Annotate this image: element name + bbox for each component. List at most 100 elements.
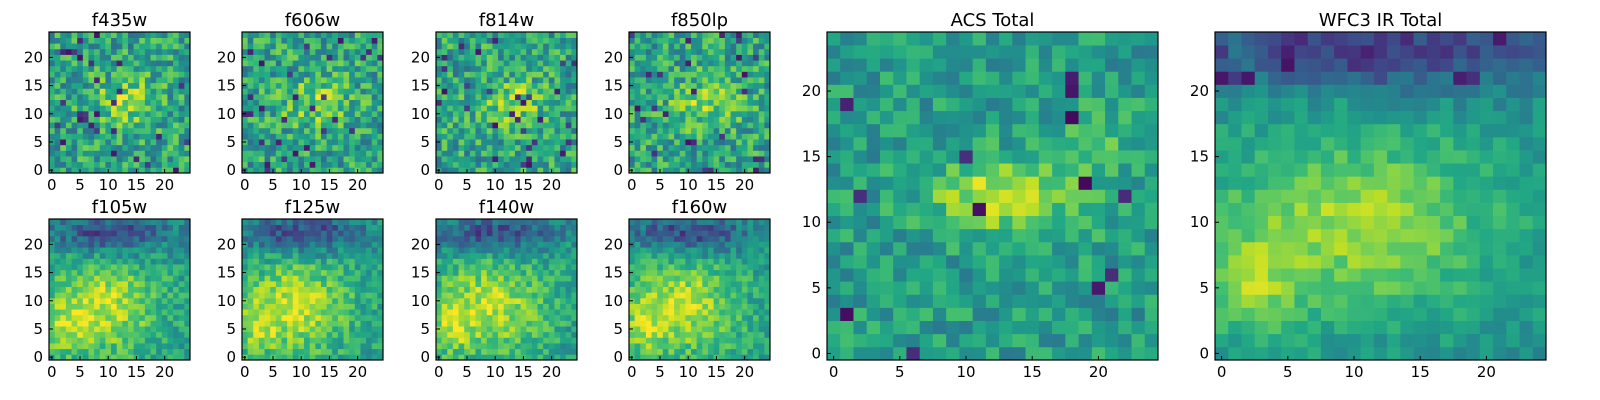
heatmap-cell xyxy=(315,247,322,254)
heatmap-cell xyxy=(349,281,356,288)
heatmap-cell xyxy=(741,77,748,84)
heatmap-cell xyxy=(441,127,448,134)
heatmap-cell xyxy=(436,88,442,95)
heatmap-cell xyxy=(332,235,339,242)
heatmap-cell xyxy=(343,133,350,140)
heatmap-cell xyxy=(315,281,322,288)
heatmap-cell xyxy=(161,348,168,355)
heatmap-cell xyxy=(99,241,106,248)
heatmap-cell xyxy=(178,156,185,163)
heatmap-cell xyxy=(156,320,163,327)
heatmap-cell xyxy=(514,161,521,168)
heatmap-cell xyxy=(481,343,488,350)
heatmap-cell xyxy=(447,354,454,361)
heatmap-cell xyxy=(320,65,327,72)
heatmap-cell xyxy=(315,88,322,95)
heatmap-cell xyxy=(531,139,538,146)
heatmap-cell xyxy=(343,235,350,242)
heatmap-cell xyxy=(475,281,482,288)
heatmap-cell xyxy=(184,65,191,72)
heatmap-cell xyxy=(105,337,112,344)
heatmap-cell xyxy=(531,156,538,163)
heatmap-cell xyxy=(640,331,647,338)
heatmap-cell xyxy=(127,105,134,112)
heatmap-cell xyxy=(543,105,550,112)
heatmap-cell xyxy=(360,161,367,168)
heatmap-cell xyxy=(264,314,271,321)
heatmap-cell xyxy=(475,326,482,333)
heatmap-cell xyxy=(77,77,84,84)
heatmap-cell xyxy=(764,105,771,112)
heatmap-cell xyxy=(702,32,709,38)
heatmap-cell xyxy=(71,77,78,84)
heatmap-cell xyxy=(242,309,248,316)
heatmap-cell xyxy=(509,77,516,84)
heatmap-cell xyxy=(481,320,488,327)
heatmap-cell xyxy=(105,224,112,231)
heatmap-cell xyxy=(531,54,538,61)
heatmap-cell xyxy=(253,264,260,271)
heatmap-cell xyxy=(668,331,675,338)
heatmap-cell xyxy=(258,224,265,231)
heatmap-cell xyxy=(315,354,322,361)
heatmap-cell xyxy=(167,281,174,288)
heatmap-cell xyxy=(554,71,561,78)
heatmap-cell xyxy=(343,88,350,95)
heatmap-cell xyxy=(49,337,55,344)
heatmap-cell xyxy=(264,275,271,282)
heatmap-cell xyxy=(645,354,652,361)
heatmap-cell xyxy=(343,309,350,316)
heatmap-cell xyxy=(354,320,361,327)
heatmap-cell xyxy=(554,99,561,106)
heatmap-cell xyxy=(565,105,572,112)
heatmap-cell xyxy=(167,139,174,146)
heatmap-cell xyxy=(713,161,720,168)
heatmap-cell xyxy=(640,139,647,146)
heatmap-cell xyxy=(514,235,521,242)
heatmap-cell xyxy=(178,275,185,282)
heatmap-cell xyxy=(560,309,567,316)
heatmap-cell xyxy=(275,337,282,344)
heatmap-cell xyxy=(71,337,78,344)
heatmap-cell xyxy=(447,161,454,168)
heatmap-cell xyxy=(270,139,277,146)
heatmap-cell xyxy=(634,99,641,106)
heatmap-cell xyxy=(184,297,191,304)
heatmap-cell xyxy=(640,54,647,61)
heatmap-cell xyxy=(60,224,67,231)
heatmap-cell xyxy=(543,71,550,78)
heatmap-cell xyxy=(629,150,635,157)
heatmap-cell xyxy=(287,264,294,271)
heatmap-cell xyxy=(139,275,146,282)
heatmap-cell xyxy=(173,354,180,361)
heatmap-cell xyxy=(747,105,754,112)
heatmap-cell xyxy=(94,235,101,242)
heatmap-cell xyxy=(724,105,731,112)
heatmap-cell xyxy=(509,230,516,237)
heatmap-cell xyxy=(634,275,641,282)
heatmap-cell xyxy=(270,43,277,50)
heatmap-cell xyxy=(82,161,89,168)
heatmap-cell xyxy=(281,275,288,282)
heatmap-cell xyxy=(253,348,260,355)
heatmap-cell xyxy=(565,167,572,174)
heatmap-cell xyxy=(629,37,635,44)
heatmap-cell xyxy=(503,144,510,151)
heatmap-cell xyxy=(741,309,748,316)
heatmap-cell xyxy=(526,337,533,344)
heatmap-cell xyxy=(270,314,277,321)
heatmap-cell xyxy=(309,252,316,259)
heatmap-cell xyxy=(741,32,748,38)
heatmap-cell xyxy=(753,122,760,129)
heatmap-cell xyxy=(724,292,731,299)
heatmap-cell xyxy=(662,258,669,265)
heatmap-cell xyxy=(486,309,493,316)
heatmap-cell xyxy=(707,144,714,151)
heatmap-cell xyxy=(156,343,163,350)
heatmap-cell xyxy=(548,326,555,333)
heatmap-cell xyxy=(724,88,731,95)
heatmap-cell xyxy=(258,292,265,299)
heatmap-cell xyxy=(65,331,72,338)
heatmap-cell xyxy=(436,105,442,112)
heatmap-cell xyxy=(360,326,367,333)
